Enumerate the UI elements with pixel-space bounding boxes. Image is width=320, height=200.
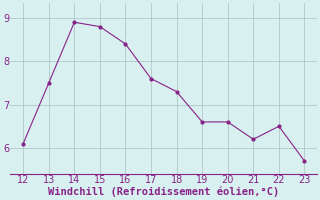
X-axis label: Windchill (Refroidissement éolien,°C): Windchill (Refroidissement éolien,°C) [48, 187, 279, 197]
